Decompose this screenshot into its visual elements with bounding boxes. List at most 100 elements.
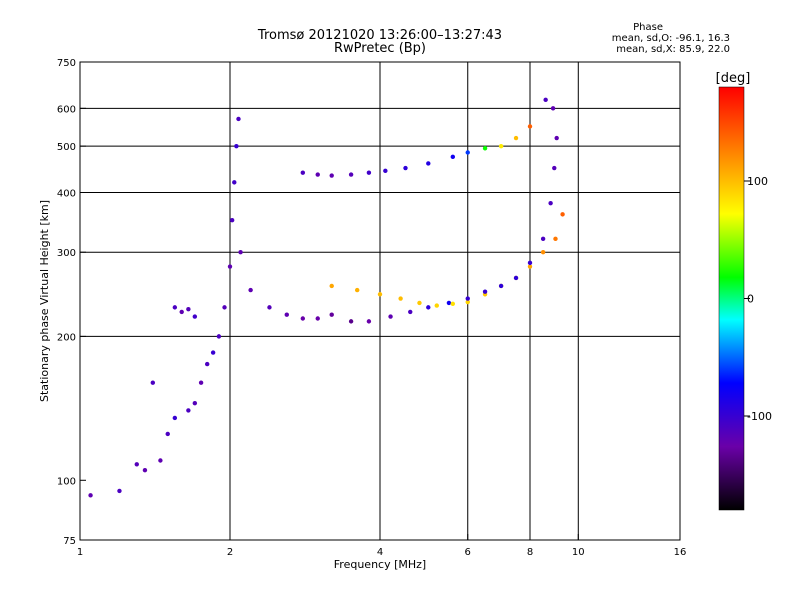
data-point	[446, 300, 452, 306]
data-point	[465, 299, 470, 305]
data-point	[142, 467, 148, 473]
data-point	[229, 218, 235, 223]
data-point	[165, 431, 170, 437]
colorbar	[718, 86, 745, 511]
y-tick-label: 750	[57, 58, 76, 69]
data-point	[426, 305, 431, 310]
data-point	[232, 180, 237, 185]
y-tick-label: 100	[57, 476, 76, 487]
data-point	[186, 306, 191, 312]
chart-subtitle: RwPretec (Bp)	[333, 41, 427, 56]
data-point	[482, 146, 488, 151]
data-point	[234, 143, 239, 149]
data-point	[426, 161, 431, 166]
data-point	[540, 250, 546, 255]
data-point	[540, 236, 546, 242]
data-point	[434, 303, 439, 308]
data-point	[192, 400, 198, 406]
data-point	[150, 380, 156, 385]
y-tick-label: 400	[57, 188, 76, 199]
data-point	[222, 305, 227, 310]
data-point	[300, 316, 306, 321]
data-point	[482, 289, 488, 294]
data-point	[398, 296, 403, 301]
data-point	[315, 316, 320, 321]
phase-heading: Phase	[633, 22, 663, 33]
data-point	[450, 154, 456, 160]
data-point	[527, 124, 533, 129]
y-tick-label: 300	[57, 248, 76, 259]
data-point	[227, 264, 233, 269]
data-point	[527, 264, 533, 269]
data-point	[300, 170, 306, 175]
x-tick-label: 6	[465, 547, 471, 558]
y-tick-label: 500	[57, 142, 76, 153]
data-point	[172, 305, 178, 310]
data-point	[560, 212, 565, 217]
data-point	[192, 314, 198, 319]
data-point	[172, 415, 178, 421]
data-point	[198, 380, 204, 385]
x-tick-label: 2	[227, 547, 233, 558]
chart-title: Tromsø 20121020 13:26:00–13:27:43	[257, 28, 503, 43]
data-point	[527, 260, 533, 266]
phase-x-stats: mean, sd,X: 85.9, 22.0	[616, 44, 730, 55]
data-point	[236, 116, 241, 122]
data-point	[513, 275, 519, 281]
data-point	[498, 283, 504, 289]
data-point	[216, 334, 222, 339]
x-tick-label: 10	[572, 547, 585, 558]
data-point	[417, 300, 422, 306]
data-point	[543, 97, 548, 103]
data-point	[315, 172, 320, 177]
data-point	[465, 296, 470, 301]
data-point	[408, 309, 413, 315]
data-point	[348, 172, 354, 177]
data-points	[88, 97, 565, 498]
data-point	[158, 458, 163, 463]
data-point	[204, 361, 210, 367]
y-axis-label: Stationary phase Virtual Height [km]	[38, 200, 51, 402]
data-point	[388, 314, 393, 319]
y-tick-label: 200	[57, 332, 76, 343]
x-tick-label: 16	[674, 547, 687, 558]
data-point	[498, 143, 504, 149]
colorbar-ticks: 100 0 -100	[744, 175, 772, 423]
x-axis-label: Frequency [MHz]	[334, 558, 426, 571]
data-point	[366, 170, 372, 175]
data-point	[554, 135, 559, 141]
data-point	[348, 319, 354, 324]
data-point	[403, 165, 408, 171]
data-point	[179, 309, 184, 315]
data-point	[513, 135, 519, 141]
data-point	[552, 165, 557, 171]
colorbar-tick-label: 0	[747, 293, 754, 306]
y-tick-label: 75	[63, 536, 76, 547]
x-tick-label: 4	[377, 547, 383, 558]
data-point	[550, 106, 556, 111]
data-point	[548, 200, 553, 206]
axes: 1 2 4 6 8 10 16 75 100 200 300 400 500 600 750	[57, 58, 686, 558]
data-point	[117, 488, 122, 494]
data-point	[450, 301, 456, 306]
data-point	[377, 292, 383, 297]
data-point	[366, 319, 372, 324]
x-tick-label: 8	[527, 547, 533, 558]
phase-o-stats: mean, sd,O: -96.1, 16.3	[611, 33, 730, 44]
data-point	[553, 236, 558, 242]
data-point	[284, 312, 289, 317]
data-point	[238, 250, 243, 255]
data-point	[383, 168, 388, 174]
grid-lines	[80, 62, 680, 540]
data-point	[329, 173, 334, 178]
colorbar-tick-label: -100	[747, 410, 772, 423]
data-point	[267, 305, 272, 310]
data-point	[329, 283, 334, 289]
data-point	[329, 312, 334, 317]
data-point	[210, 350, 216, 355]
y-tick-label: 600	[57, 104, 76, 115]
data-point	[134, 462, 139, 467]
data-point	[465, 150, 470, 155]
x-tick-label: 1	[77, 547, 83, 558]
